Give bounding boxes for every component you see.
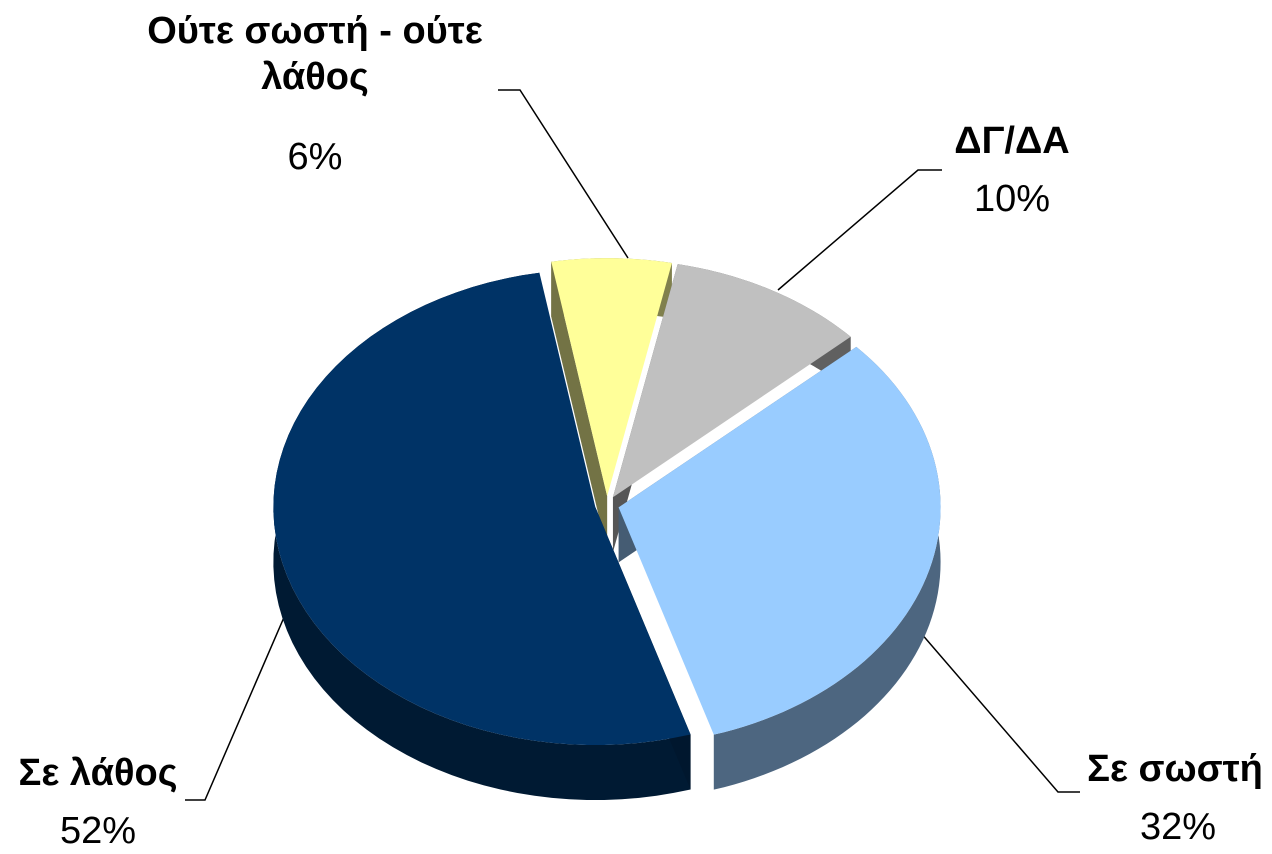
- slice-label: ΔΓ/ΔΑ: [954, 120, 1070, 162]
- leader-line: [777, 169, 942, 291]
- slice-label: Σε λάθος: [18, 752, 178, 794]
- slice: [618, 346, 941, 735]
- slice-value-label: 10%: [973, 178, 1051, 220]
- leader-line: [919, 631, 1080, 793]
- slice-value-label: 6%: [287, 136, 343, 178]
- slice-value-label: 32%: [1139, 806, 1217, 848]
- leader-line: [498, 89, 629, 259]
- slice-label: Ούτε σωστή - ούτε λάθος: [147, 10, 483, 98]
- slice-value-label: 52%: [59, 810, 137, 852]
- slice: [612, 264, 851, 498]
- leader-lines: [185, 89, 1080, 801]
- slice: [551, 258, 672, 497]
- slice-side: [273, 272, 691, 801]
- slice: [273, 272, 691, 746]
- slice-side: [713, 346, 941, 790]
- slice-tops: [273, 258, 941, 746]
- leader-line: [185, 614, 286, 801]
- slice-label: Σε σωστή: [1087, 748, 1263, 790]
- slice-wall: [551, 261, 608, 552]
